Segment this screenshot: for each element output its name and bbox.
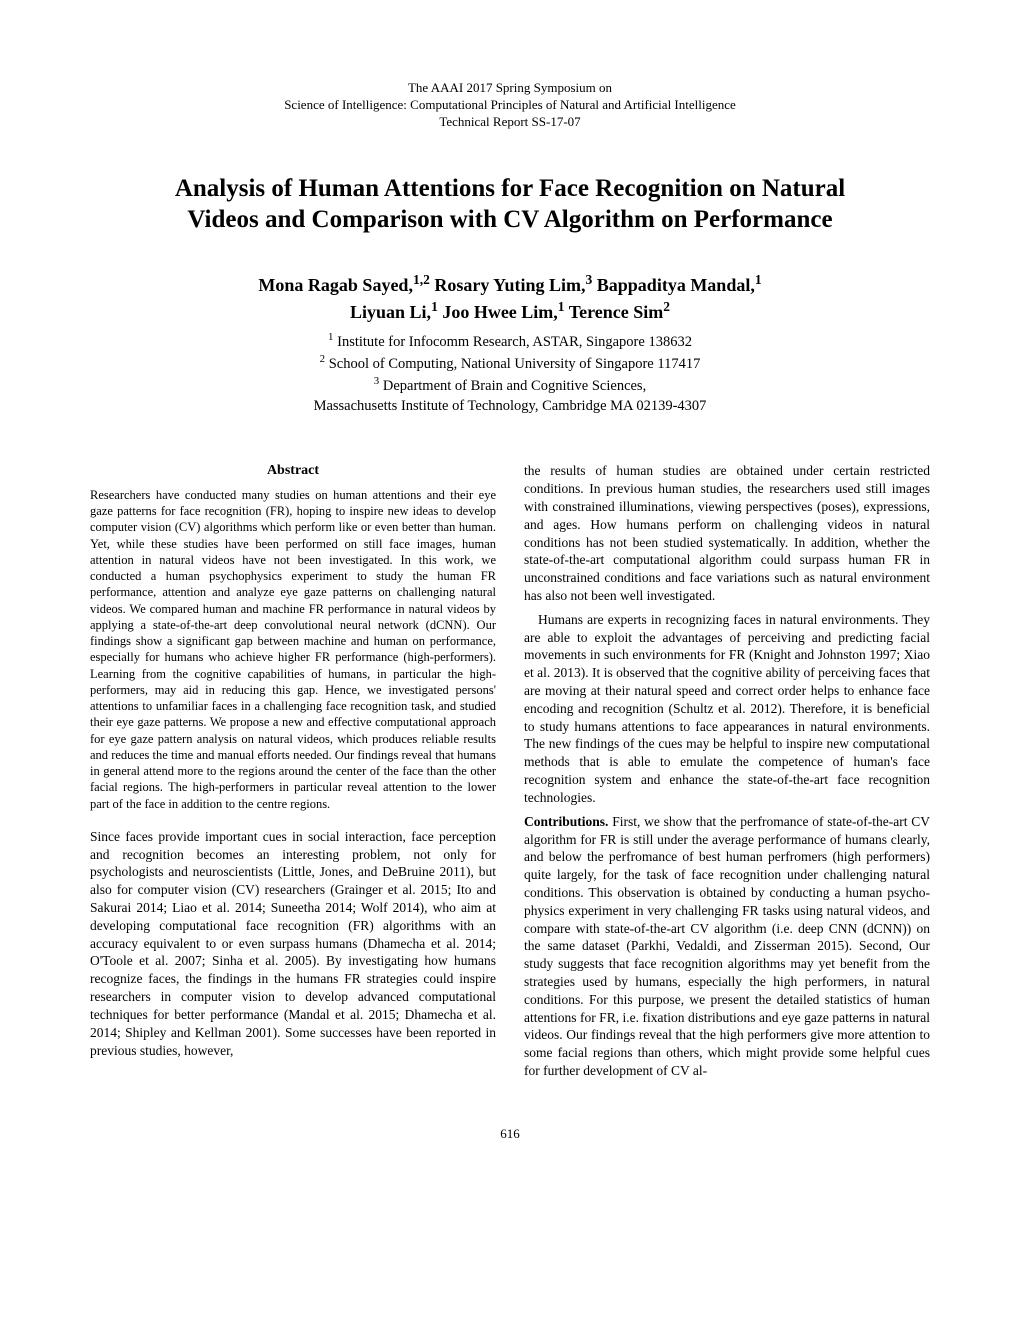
intro-paragraph-1: Since faces provide important cues in so… — [90, 828, 496, 1060]
affiliation-2: 2 School of Computing, National Universi… — [90, 352, 930, 374]
intro-paragraph-2: the results of human studies are obtaine… — [524, 462, 930, 605]
author-list: Mona Ragab Sayed,1,2 Rosary Yuting Lim,3… — [90, 271, 930, 325]
paper-title: Analysis of Human Attentions for Face Re… — [90, 173, 930, 236]
header-line-1: The AAAI 2017 Spring Symposium on — [90, 80, 930, 97]
contributions-label: Contributions. — [524, 814, 608, 829]
abstract-body: Researchers have conducted many studies … — [90, 487, 496, 812]
abstract-heading: Abstract — [90, 462, 496, 480]
affiliation-4: Massachusetts Institute of Technology, C… — [90, 397, 930, 417]
affiliation-1: 1 Institute for Infocomm Research, ASTAR… — [90, 330, 930, 352]
two-column-body: Abstract Researchers have conducted many… — [90, 462, 930, 1086]
contributions-text: First, we show that the perfromance of s… — [524, 814, 930, 1078]
affiliation-list: 1 Institute for Infocomm Research, ASTAR… — [90, 330, 930, 417]
title-line-2: Videos and Comparison with CV Algorithm … — [90, 204, 930, 235]
intro-paragraph-3: Humans are experts in recognizing faces … — [524, 611, 930, 807]
left-column: Abstract Researchers have conducted many… — [90, 462, 496, 1086]
right-column: the results of human studies are obtaine… — [524, 462, 930, 1086]
header-line-3: Technical Report SS-17-07 — [90, 114, 930, 131]
header-line-2: Science of Intelligence: Computational P… — [90, 97, 930, 114]
affiliation-3: 3 Department of Brain and Cognitive Scie… — [90, 374, 930, 396]
title-line-1: Analysis of Human Attentions for Face Re… — [90, 173, 930, 204]
symposium-header: The AAAI 2017 Spring Symposium on Scienc… — [90, 80, 930, 131]
authors-line-2: Liyuan Li,1 Joo Hwee Lim,1 Terence Sim2 — [90, 298, 930, 325]
paper-page: The AAAI 2017 Spring Symposium on Scienc… — [0, 0, 1020, 1182]
page-number: 616 — [90, 1126, 930, 1142]
authors-line-1: Mona Ragab Sayed,1,2 Rosary Yuting Lim,3… — [90, 271, 930, 298]
contributions-paragraph: Contributions. First, we show that the p… — [524, 813, 930, 1080]
